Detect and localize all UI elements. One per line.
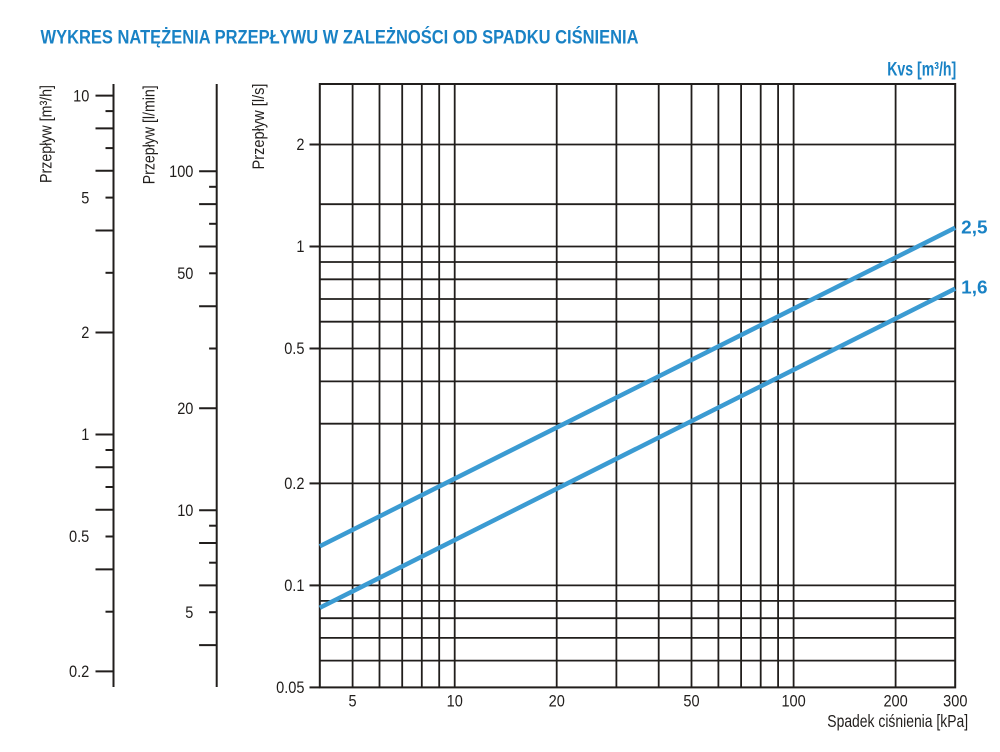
svg-text:10: 10	[177, 502, 193, 520]
svg-text:1: 1	[81, 426, 89, 444]
svg-text:20: 20	[549, 692, 565, 710]
svg-text:Przepływ [m³/h]: Przepływ [m³/h]	[37, 85, 56, 183]
svg-text:0.5: 0.5	[69, 528, 89, 546]
svg-text:10: 10	[447, 692, 463, 710]
svg-text:200: 200	[883, 692, 907, 710]
svg-text:1,6: 1,6	[961, 277, 987, 298]
svg-text:5: 5	[81, 189, 89, 207]
svg-text:Kvs [m³/h]: Kvs [m³/h]	[887, 59, 956, 80]
svg-text:0.2: 0.2	[69, 663, 89, 681]
svg-text:50: 50	[177, 265, 193, 283]
svg-text:100: 100	[169, 163, 193, 181]
svg-text:Spadek ciśnienia [kPa]: Spadek ciśnienia [kPa]	[827, 711, 968, 731]
svg-text:0.05: 0.05	[276, 679, 304, 697]
svg-text:5: 5	[349, 692, 357, 710]
svg-text:2: 2	[296, 136, 304, 154]
svg-text:20: 20	[177, 400, 193, 418]
svg-text:10: 10	[73, 87, 89, 105]
svg-text:0.2: 0.2	[284, 475, 304, 493]
svg-text:2,5: 2,5	[961, 217, 987, 238]
svg-text:0.1: 0.1	[284, 577, 304, 595]
svg-text:0.5: 0.5	[284, 340, 304, 358]
svg-text:100: 100	[781, 692, 805, 710]
svg-text:5: 5	[185, 604, 193, 622]
svg-text:1: 1	[296, 238, 304, 256]
svg-text:2: 2	[81, 324, 89, 342]
svg-text:300: 300	[943, 692, 967, 710]
svg-text:Przepływ [l/min]: Przepływ [l/min]	[140, 85, 159, 184]
svg-text:WYKRES NATĘŻENIA PRZEPŁYWU W Z: WYKRES NATĘŻENIA PRZEPŁYWU W ZALEŻNOŚCI …	[41, 27, 639, 49]
svg-text:50: 50	[683, 692, 699, 710]
svg-text:Przepływ [l/s]: Przepływ [l/s]	[249, 84, 268, 170]
